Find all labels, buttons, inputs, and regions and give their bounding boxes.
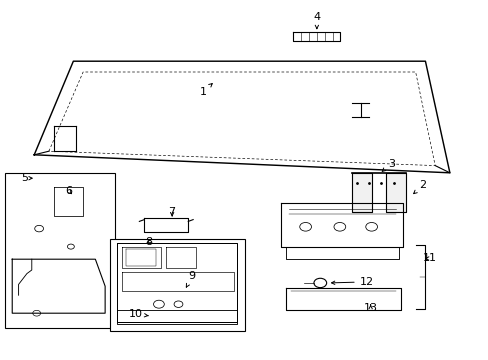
Text: 10: 10 [129, 309, 148, 319]
Text: 11: 11 [422, 253, 435, 264]
Text: 1: 1 [199, 84, 212, 97]
Text: 4: 4 [313, 12, 320, 28]
Text: 12: 12 [331, 277, 373, 287]
Bar [110, 239, 244, 331]
Text: 5: 5 [21, 173, 32, 183]
Text: 9: 9 [186, 271, 195, 287]
Text: 2: 2 [413, 180, 426, 194]
Text: 3: 3 [382, 159, 394, 171]
Bar [5, 173, 115, 328]
Text: 6: 6 [65, 186, 72, 196]
Text: 13: 13 [363, 303, 377, 313]
Polygon shape [351, 173, 371, 212]
Text: 7: 7 [168, 207, 175, 217]
Text: 8: 8 [145, 237, 152, 247]
Polygon shape [386, 173, 405, 212]
